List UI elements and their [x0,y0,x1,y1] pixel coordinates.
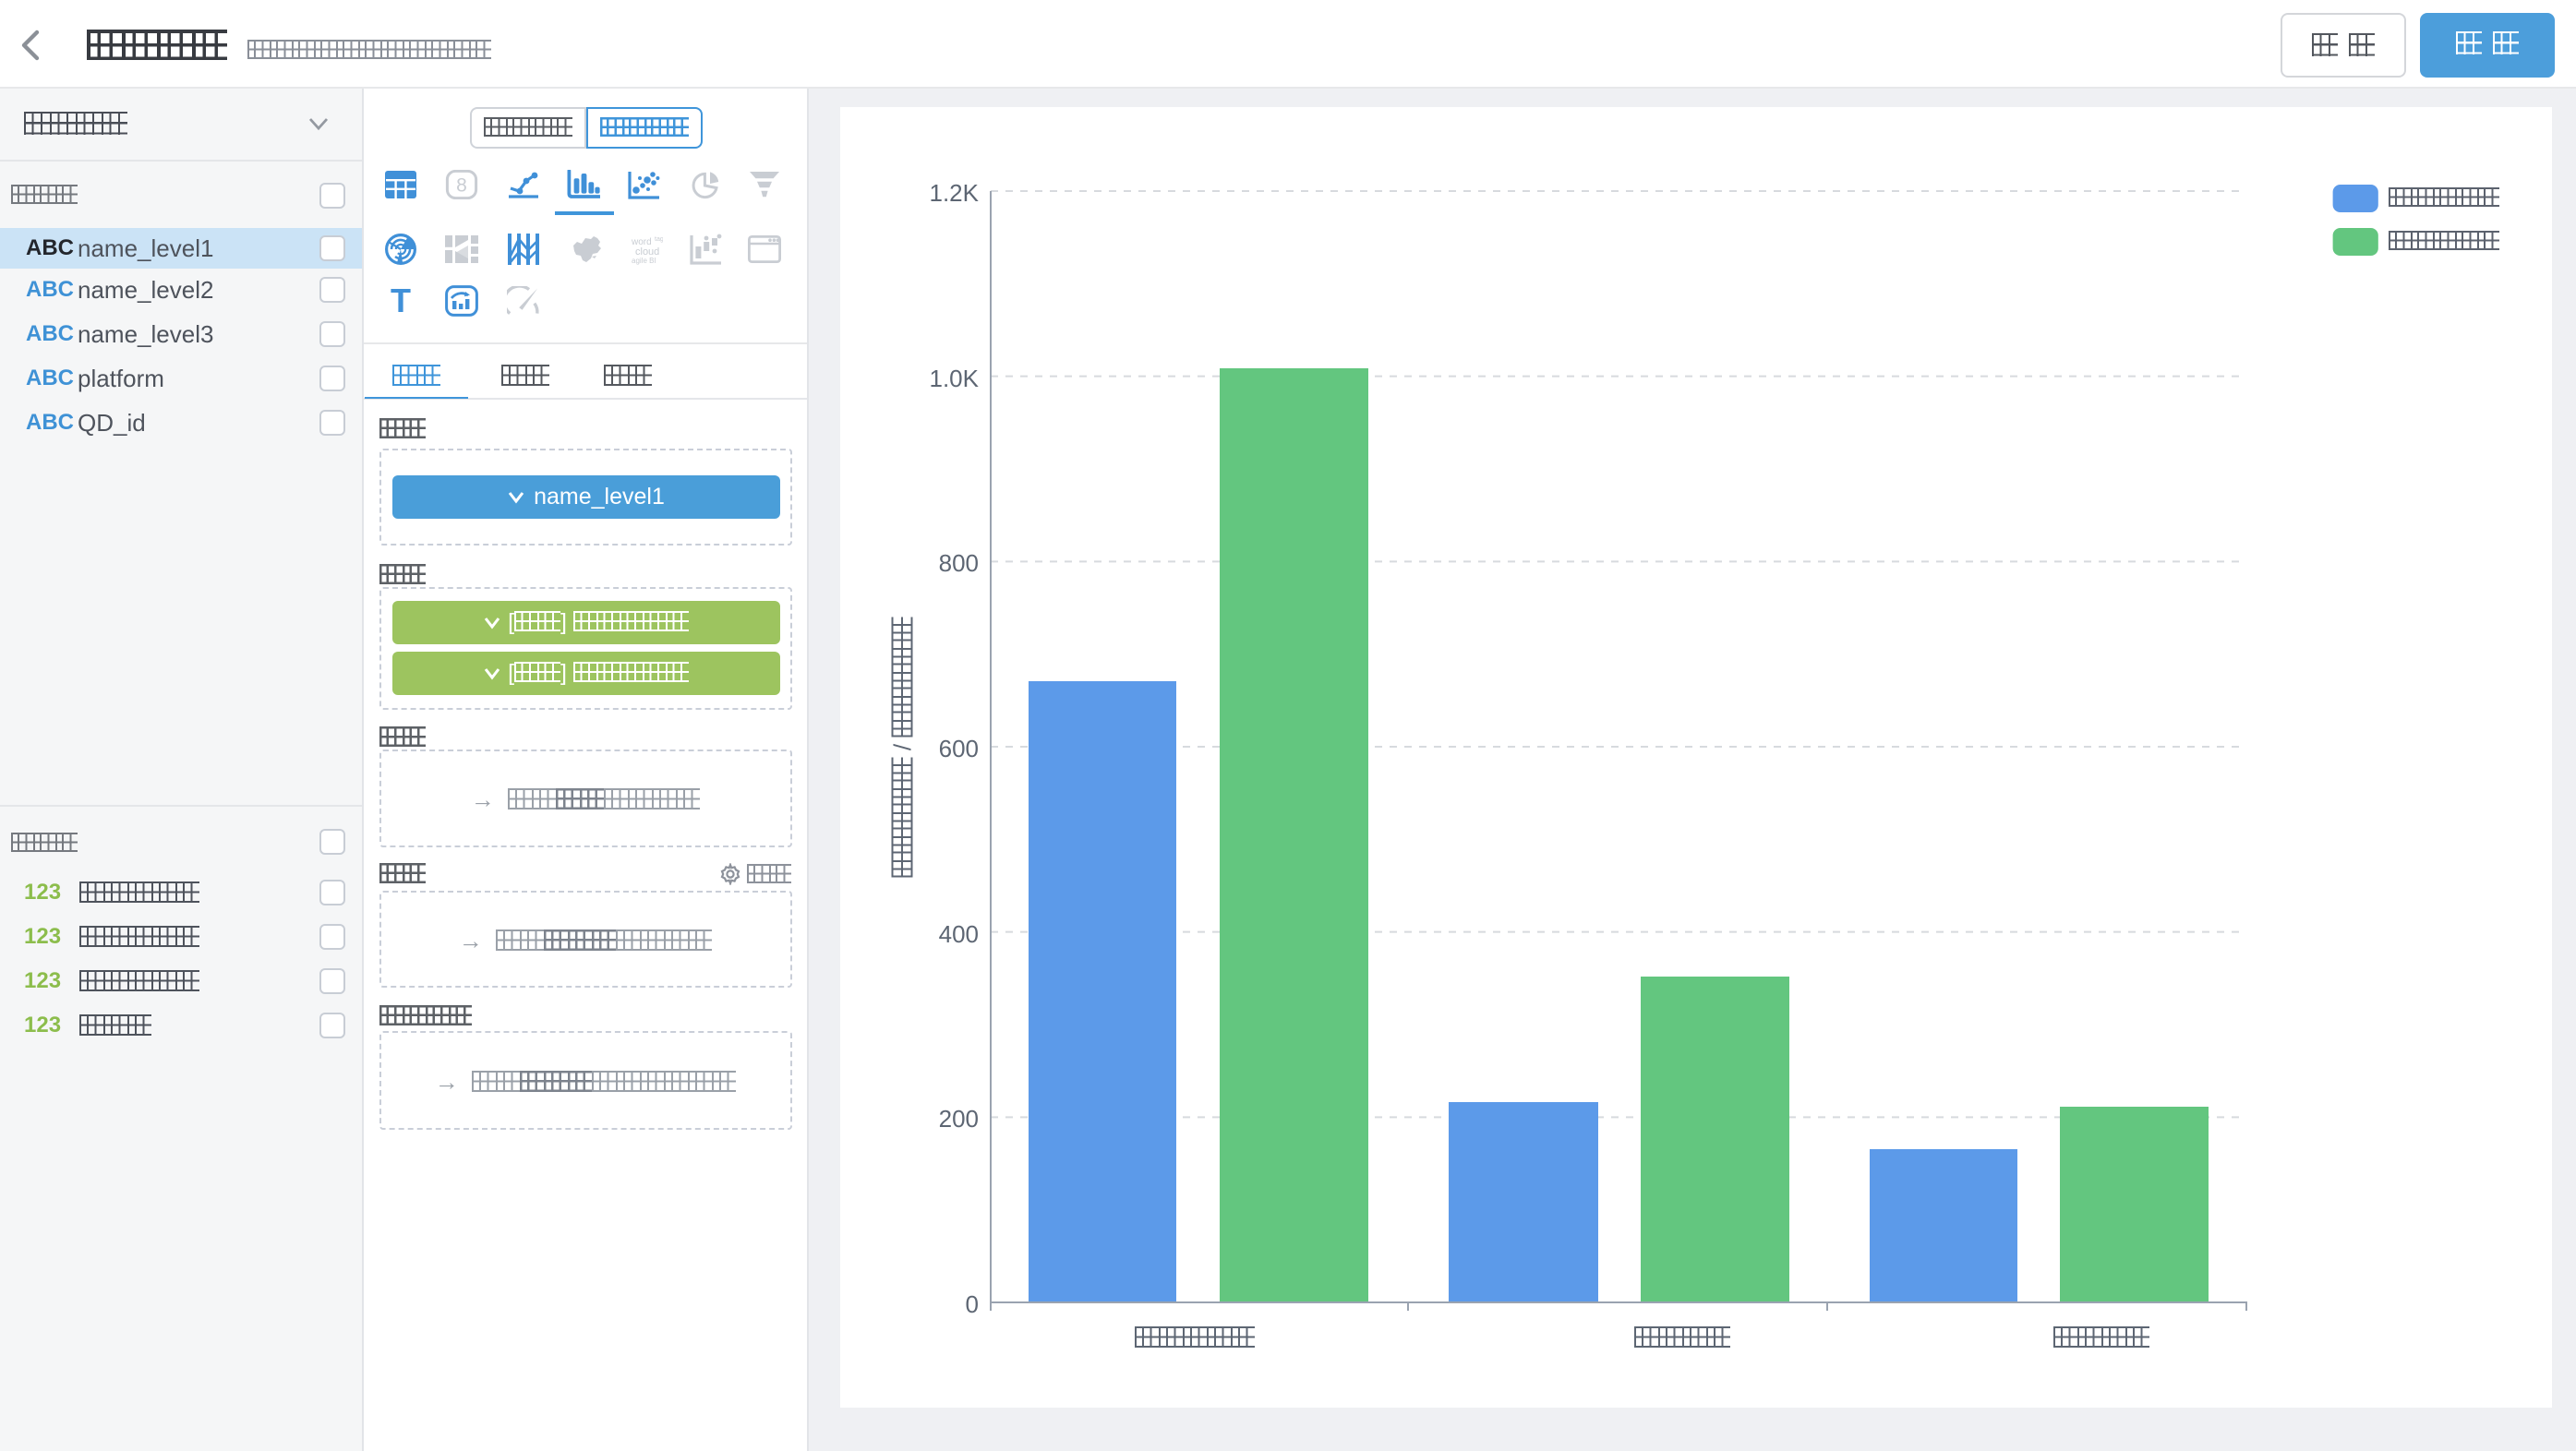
svg-text:tag: tag [655,236,663,243]
svg-text:agile BI: agile BI [632,257,656,265]
svg-text:word: word [631,237,652,247]
svg-text:cloud: cloud [635,246,659,258]
svg-text:8: 8 [456,175,467,197]
